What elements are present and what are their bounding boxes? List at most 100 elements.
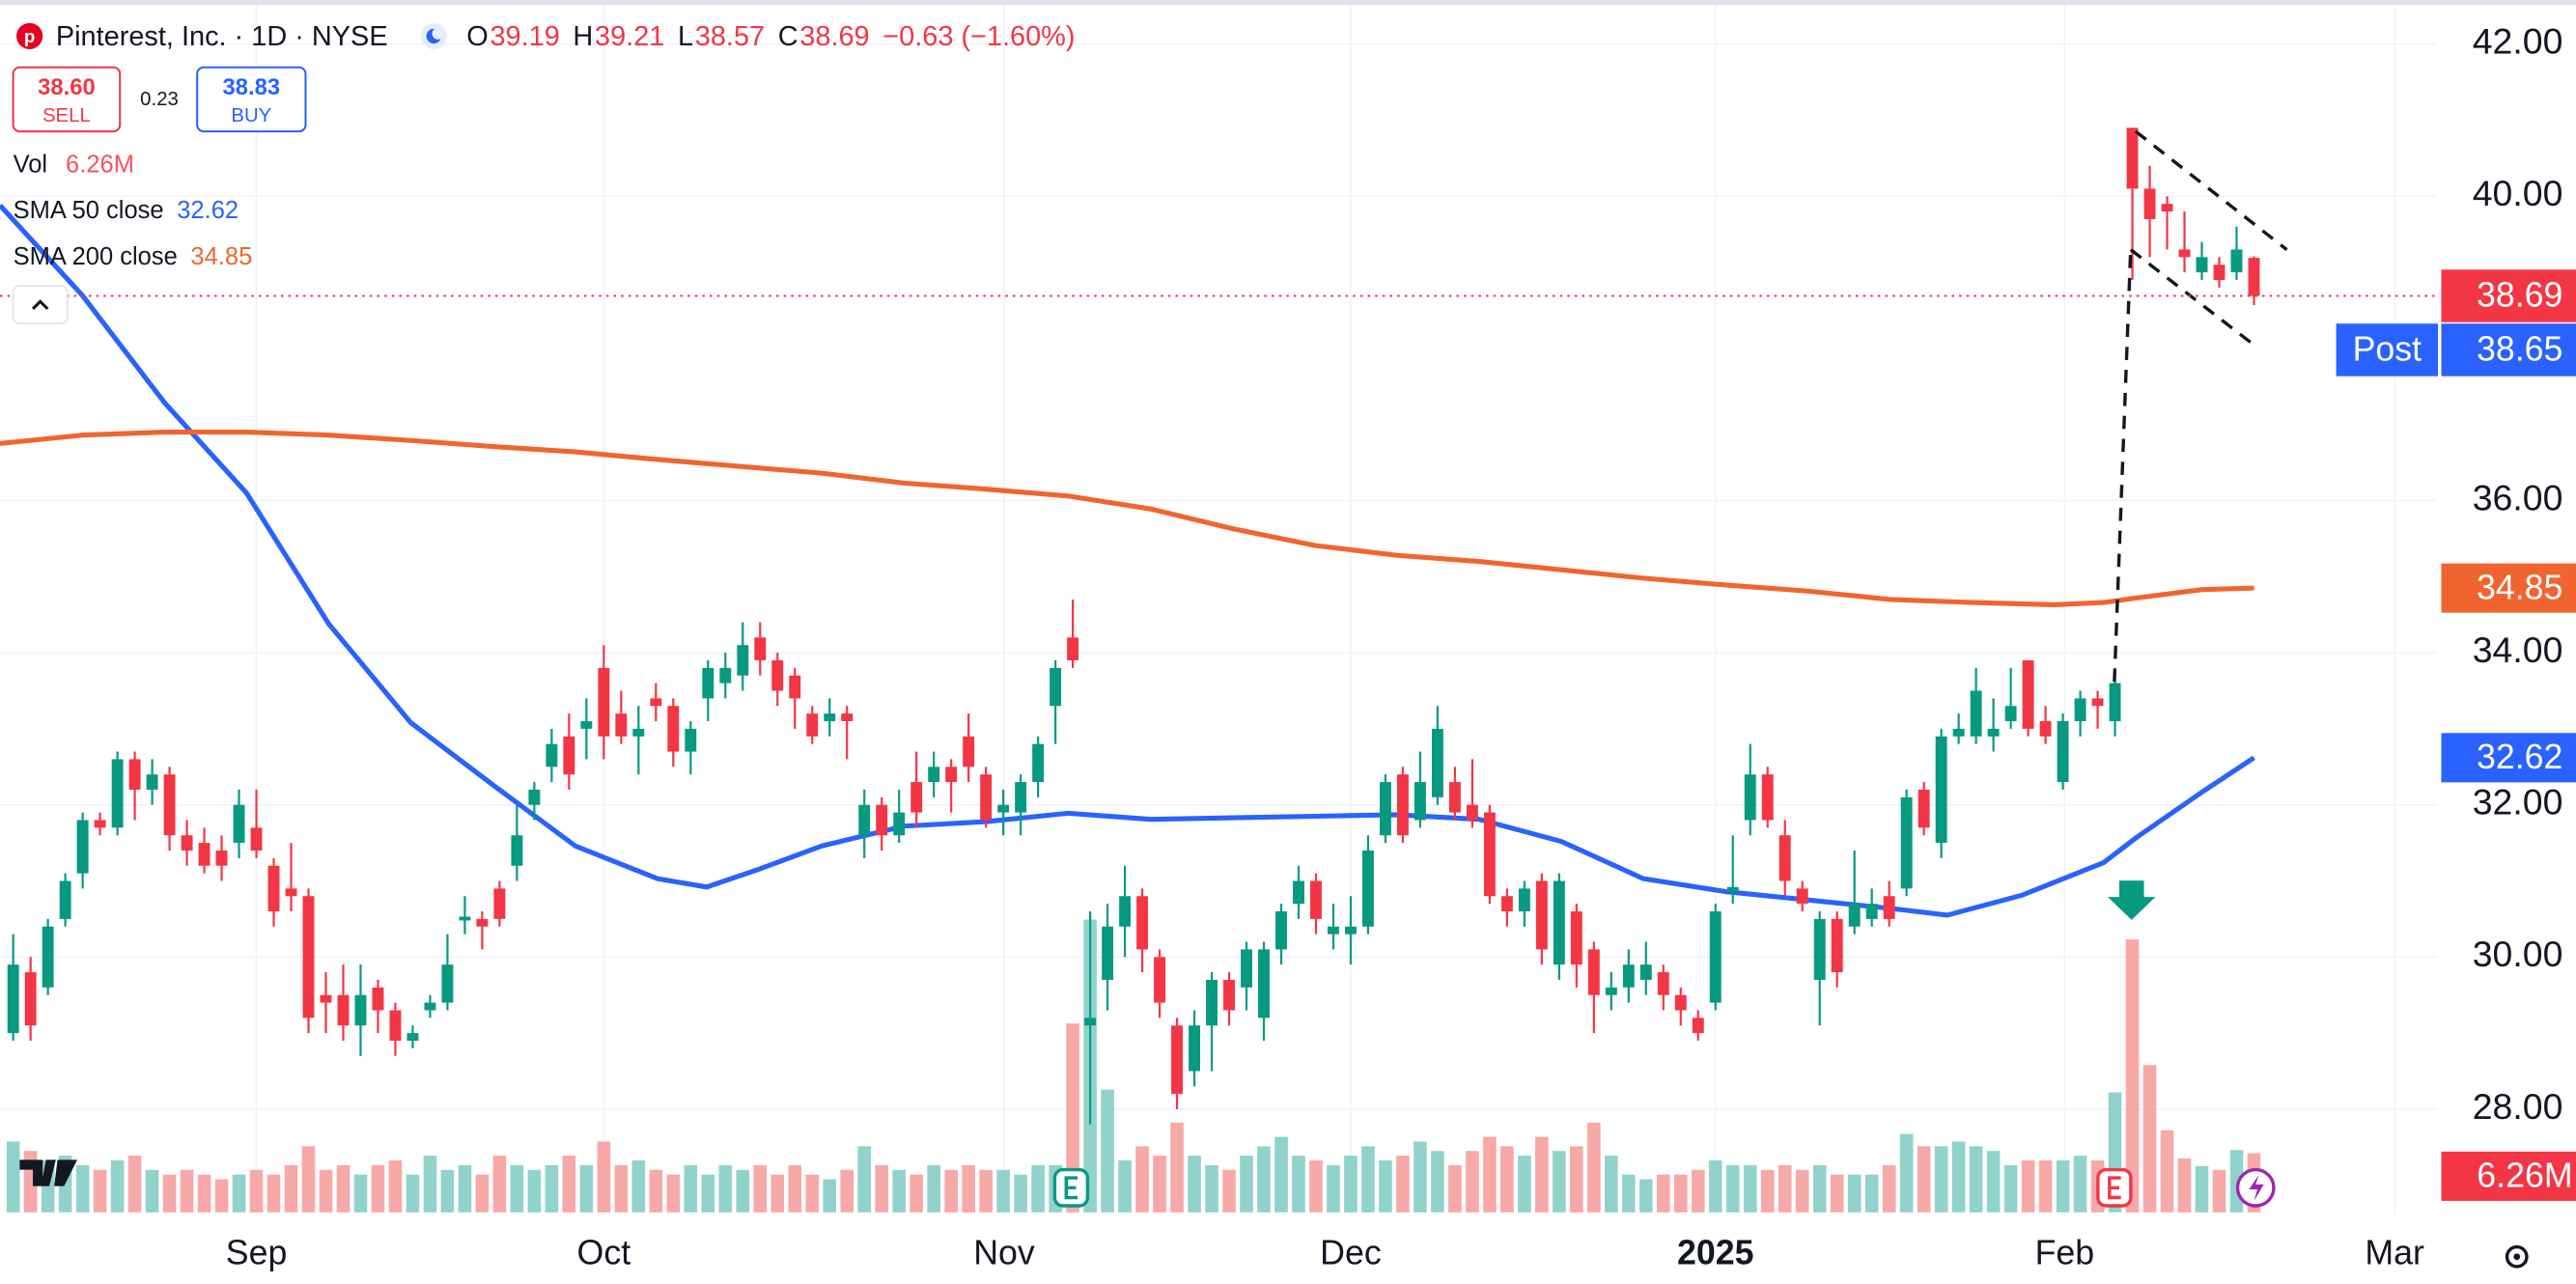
candle-body	[441, 964, 454, 1003]
volume-bar	[423, 1156, 437, 1213]
sma-legend-name: SMA 200 close	[14, 243, 178, 270]
x-tick-label: 2025	[1677, 1233, 1753, 1271]
volume-bar	[1691, 1169, 1705, 1213]
volume-bar	[1778, 1164, 1792, 1213]
sma-price-tag	[2441, 563, 2576, 613]
volume-bar	[1830, 1174, 1844, 1213]
candle-body	[1744, 774, 1756, 821]
volume-bar	[927, 1164, 940, 1213]
candle-body	[719, 667, 732, 684]
volume-bar	[336, 1164, 350, 1213]
candle-body	[1154, 957, 1166, 1003]
sell-label: SELL	[42, 105, 91, 126]
y-tick-label: 28.00	[2473, 1086, 2563, 1127]
candle-body	[910, 782, 923, 813]
candle-body	[1500, 896, 1513, 912]
volume-bar	[944, 1169, 958, 1213]
y-tick-label: 40.00	[2473, 173, 2563, 213]
volume-bar	[388, 1159, 403, 1213]
volume-bar	[1500, 1146, 1514, 1213]
candle-body	[1241, 949, 1252, 988]
candle-body	[1223, 979, 1235, 1011]
candle-body	[945, 767, 958, 783]
candle-body	[1396, 774, 1409, 836]
volume-bar	[753, 1164, 768, 1213]
volume-bar	[1031, 1164, 1045, 1213]
tv-logo[interactable]	[19, 1159, 77, 1186]
volume-bar	[1621, 1174, 1636, 1213]
volume-bar	[597, 1141, 611, 1213]
candle-body	[1865, 904, 1878, 919]
sma-line	[0, 430, 2254, 608]
settings-icon[interactable]	[2505, 1244, 2529, 1269]
volume-bar	[2212, 1169, 2226, 1213]
candle-body	[2161, 204, 2173, 212]
candle-body	[841, 713, 854, 722]
candle-body	[267, 865, 280, 912]
post-price: 38.65	[2477, 330, 2562, 369]
candle-body	[1778, 835, 1791, 881]
volume-bar	[1795, 1169, 1809, 1213]
candle-body	[1918, 789, 1930, 828]
candle-body	[1275, 911, 1287, 950]
volume-bar	[1587, 1122, 1601, 1213]
candle-body	[1535, 880, 1548, 950]
sma-legend-value: 34.85	[190, 243, 252, 270]
sell-button[interactable]	[12, 66, 122, 133]
candle-body	[511, 835, 523, 866]
candle-body	[76, 820, 89, 874]
post-price-tag	[2441, 323, 2576, 377]
x-tick-label: Nov	[973, 1233, 1035, 1271]
volume-bar	[2160, 1130, 2174, 1213]
volume-bar	[1222, 1169, 1236, 1213]
volume-bar	[162, 1174, 177, 1213]
ohlc-value: 38.69	[799, 21, 869, 52]
candle-body	[546, 743, 558, 768]
volume-bar	[1760, 1169, 1775, 1213]
candle-body	[1344, 926, 1357, 935]
event-bolt	[2249, 1174, 2264, 1201]
candle-body	[2004, 706, 2017, 722]
candle-body	[128, 759, 141, 790]
candle-body	[1032, 743, 1045, 783]
volume-bar	[266, 1174, 281, 1213]
candle-body	[1102, 926, 1114, 980]
buy-label: BUY	[231, 105, 271, 126]
candle-body	[250, 827, 263, 851]
post-tag	[2336, 323, 2439, 377]
candle-body	[1015, 782, 1027, 813]
volume-bar	[2021, 1159, 2035, 1213]
candle-body	[2213, 265, 2226, 280]
candle-body	[1900, 796, 1913, 889]
settings-icon-dot	[2513, 1253, 2521, 1261]
volume-bar	[249, 1169, 264, 1213]
volume-bar	[1327, 1164, 1340, 1213]
volume-bar	[1638, 1179, 1653, 1213]
volume-bar	[2142, 1065, 2157, 1213]
candle-body	[1639, 964, 1652, 980]
volume-bar	[979, 1169, 993, 1213]
volume-bar	[1899, 1133, 1914, 1213]
price-tag-label: 38.69	[2477, 276, 2562, 315]
volume-bar	[2125, 939, 2140, 1213]
candle-body	[2230, 249, 2243, 273]
candle-body	[1570, 911, 1582, 965]
candle-body	[1692, 1018, 1704, 1034]
candle-body	[337, 994, 350, 1026]
buy-button[interactable]	[196, 66, 307, 133]
candle-body	[1883, 896, 1895, 919]
collapse-button[interactable]	[12, 285, 69, 325]
volume-bar	[2003, 1164, 2018, 1213]
sma-price-tag-label: 32.62	[2477, 738, 2562, 776]
volume-bar	[1466, 1151, 1479, 1213]
x-tick-label: Mar	[2365, 1233, 2424, 1271]
candle-body	[580, 721, 593, 729]
x-tick-label: Dec	[1320, 1233, 1382, 1271]
candle-body	[459, 916, 471, 921]
candle-body	[963, 736, 975, 768]
candle-body	[59, 880, 71, 919]
candle-body	[1970, 690, 1982, 737]
volume-bar	[127, 1156, 142, 1213]
candle-body	[1848, 904, 1861, 927]
